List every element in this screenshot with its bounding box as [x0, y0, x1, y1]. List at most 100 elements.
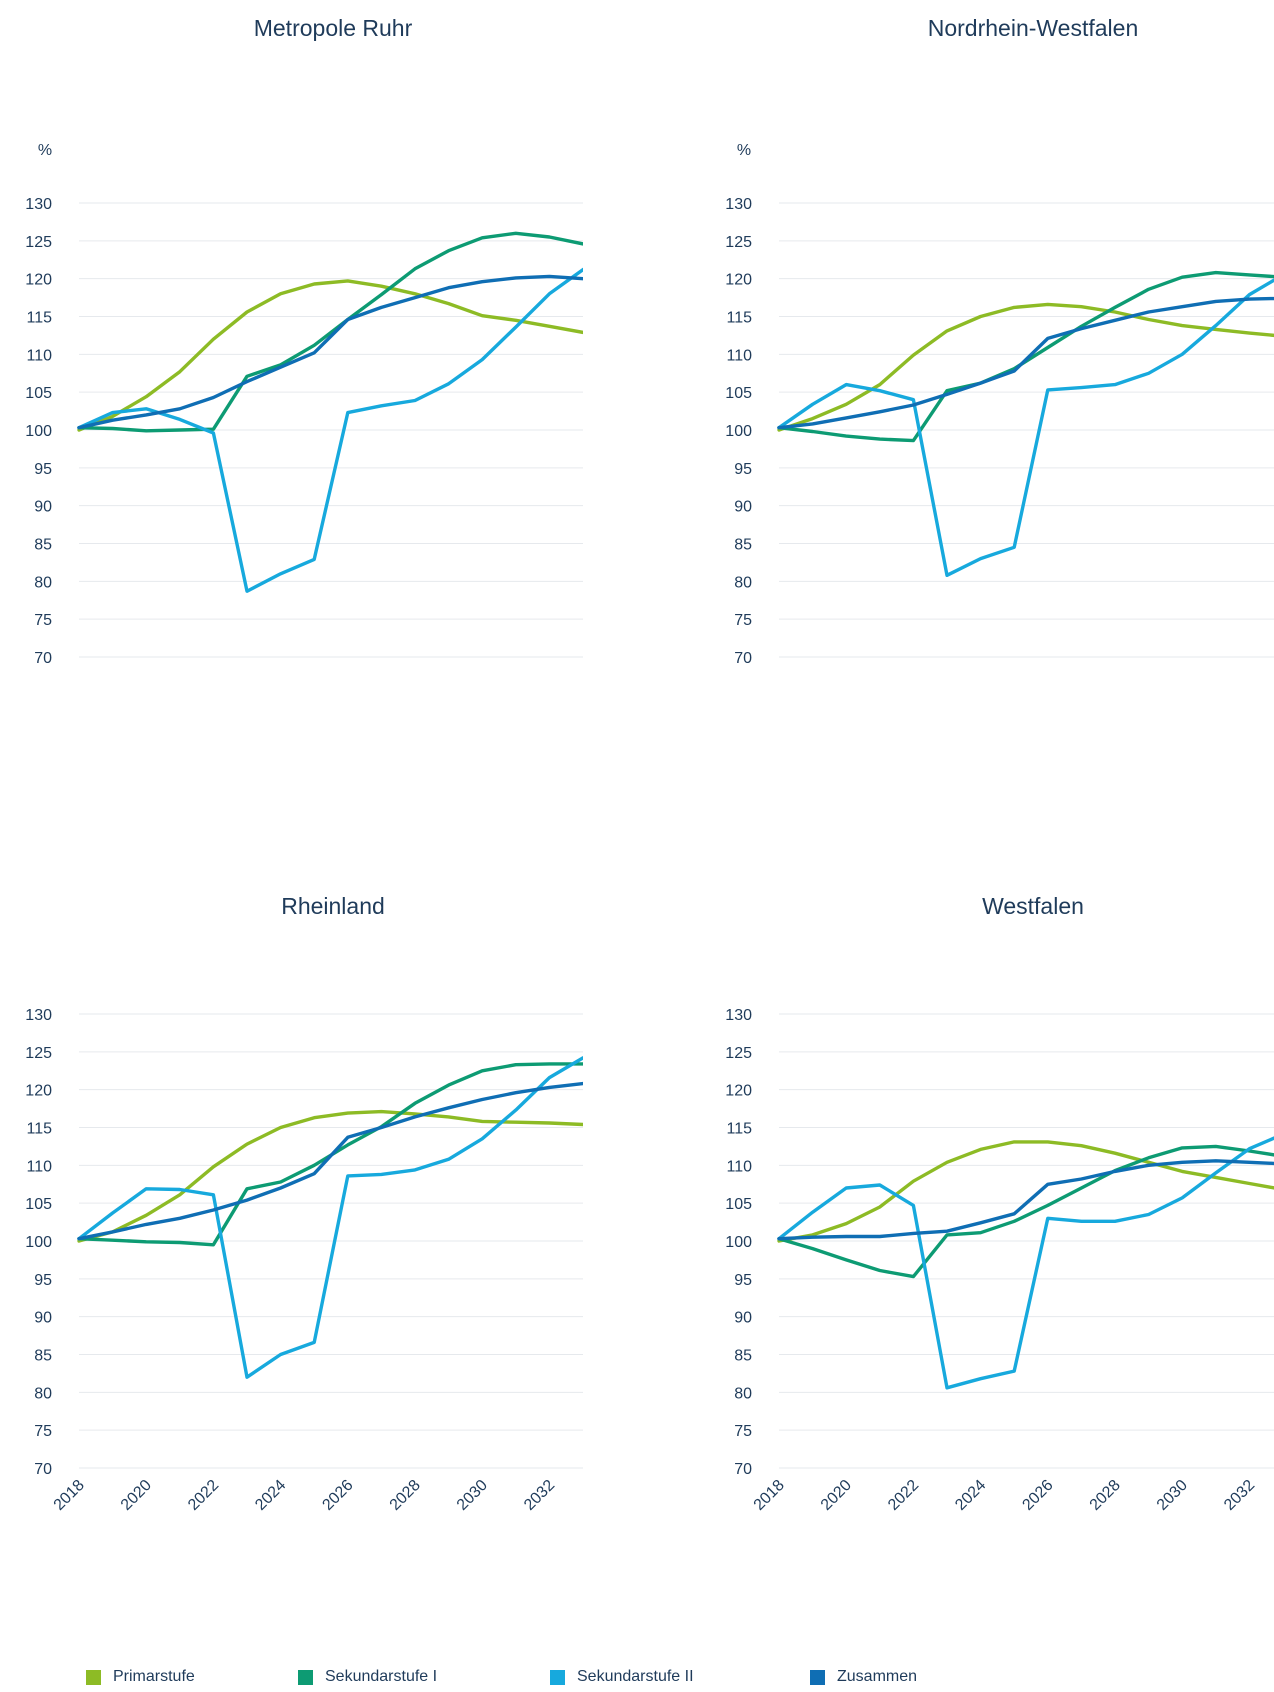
- panel-nordrhein-westfalen-series-zusammen: [777, 296, 1274, 430]
- panel-rheinland-y-tick-90: 90: [34, 1310, 52, 1327]
- panel-metropole-ruhr-y-tick-70: 70: [34, 650, 52, 667]
- panel-rheinland-y-tick-100: 100: [25, 1234, 52, 1251]
- legend-swatch-primarstufe: [86, 1669, 101, 1685]
- legend-swatch-zusammen: [810, 1669, 825, 1685]
- panel-rheinland-series-primarstufe: [77, 1109, 583, 1243]
- panel-rheinland-x-tick-2028: 2028: [387, 1477, 424, 1514]
- panel-westfalen-y-tick-90: 90: [734, 1310, 752, 1327]
- panel-westfalen-x-tick-2032: 2032: [1221, 1477, 1258, 1514]
- panel-rheinland-title: Rheinland: [281, 893, 385, 919]
- panel-nordrhein-westfalen-y-tick-105: 105: [725, 385, 752, 402]
- panel-westfalen-series-sekundarstufe-i: [777, 1144, 1274, 1279]
- panel-metropole-ruhr-series-sekundarstufe-i: [77, 231, 583, 433]
- panel-westfalen-title: Westfalen: [982, 893, 1084, 919]
- panel-westfalen-y-tick-130: 130: [725, 1007, 752, 1024]
- panel-rheinland-x-tick-2030: 2030: [454, 1477, 491, 1514]
- panel-rheinland: Rheinland 70 75 80 85 90 95 100 105 110 115 120 125 1…: [25, 893, 583, 1514]
- panel-westfalen-y-tick-110: 110: [726, 1158, 752, 1175]
- panel-westfalen-x-tick-2030: 2030: [1154, 1477, 1191, 1514]
- panel-nordrhein-westfalen-y-tick-120: 120: [725, 272, 752, 289]
- panel-westfalen-y-tick-115: 115: [726, 1121, 752, 1138]
- panel-nordrhein-westfalen-y-tick-70: 70: [734, 650, 752, 667]
- legend-swatch-sekundarstufe-i: [298, 1669, 313, 1685]
- panel-metropole-ruhr-series-sekundarstufe-ii: [77, 267, 583, 593]
- panel-westfalen-y-tick-80: 80: [734, 1385, 752, 1402]
- legend-item-sekundarstufe-i: Sekundarstufe I: [298, 1666, 437, 1688]
- panel-metropole-ruhr-y-tick-90: 90: [34, 499, 52, 516]
- panel-westfalen: Westfalen 70 75 80 85 90 95 100 105 110 115 120 125 1…: [725, 893, 1274, 1514]
- panel-rheinland-y-tick-105: 105: [25, 1196, 52, 1213]
- panel-metropole-ruhr-series-primarstufe: [77, 279, 583, 432]
- panel-metropole-ruhr-y-tick-100: 100: [25, 423, 52, 440]
- panel-westfalen-series-sekundarstufe-ii: [777, 1136, 1274, 1390]
- panel-metropole-ruhr-y-tick-80: 80: [34, 574, 52, 591]
- panel-westfalen-y-tick-100: 100: [725, 1234, 752, 1251]
- panel-rheinland-series-sekundarstufe-ii: [77, 1056, 583, 1379]
- panel-nordrhein-westfalen-y-tick-130: 130: [725, 196, 752, 213]
- legend-item-sekundarstufe-ii: Sekundarstufe II: [550, 1666, 694, 1688]
- panel-westfalen-y-tick-105: 105: [725, 1196, 752, 1213]
- panel-metropole-ruhr-y-tick-120: 120: [25, 272, 52, 289]
- panel-rheinland-x-tick-2020: 2020: [118, 1477, 155, 1514]
- legend-label-sekundarstufe-i: Sekundarstufe I: [325, 1668, 438, 1685]
- panel-nordrhein-westfalen-y-tick-90: 90: [734, 499, 752, 516]
- panel-rheinland-y-tick-70: 70: [34, 1461, 52, 1478]
- panel-rheinland-x-tick-2024: 2024: [252, 1477, 289, 1514]
- legend-swatch-sekundarstufe-ii: [550, 1669, 565, 1685]
- panel-metropole-ruhr-y-tick-115: 115: [26, 310, 52, 327]
- panel-westfalen-x-tick-2024: 2024: [952, 1477, 989, 1514]
- legend-label-zusammen: Zusammen: [837, 1668, 918, 1685]
- panel-nordrhein-westfalen-y-tick-125: 125: [725, 234, 752, 251]
- panel-nordrhein-westfalen-y-tick-95: 95: [734, 461, 752, 478]
- panel-westfalen-x-tick-2020: 2020: [818, 1477, 855, 1514]
- panel-rheinland-x-tick-2032: 2032: [521, 1477, 558, 1514]
- panel-rheinland-y-tick-130: 130: [25, 1007, 52, 1024]
- panel-metropole-ruhr-series-zusammen: [77, 274, 583, 430]
- panel-nordrhein-westfalen-title: Nordrhein-Westfalen: [928, 15, 1139, 41]
- panel-westfalen-x-tick-2028: 2028: [1087, 1477, 1124, 1514]
- panel-nordrhein-westfalen-unit-label: %: [737, 142, 751, 159]
- panel-westfalen-series-zusammen: [777, 1159, 1274, 1241]
- legend-item-primarstufe: Primarstufe: [86, 1666, 195, 1688]
- panel-westfalen-y-tick-75: 75: [734, 1423, 752, 1440]
- panel-metropole-ruhr-y-tick-110: 110: [26, 347, 52, 364]
- panel-rheinland-y-tick-75: 75: [34, 1423, 52, 1440]
- panel-rheinland-y-tick-85: 85: [34, 1348, 52, 1365]
- panel-westfalen-x-tick-2026: 2026: [1019, 1477, 1056, 1514]
- panel-westfalen-x-tick-2022: 2022: [885, 1477, 922, 1514]
- panel-rheinland-x-tick-2026: 2026: [319, 1477, 356, 1514]
- panel-nordrhein-westfalen-series-sekundarstufe-ii: [777, 278, 1274, 577]
- panel-metropole-ruhr-unit-label: %: [38, 142, 52, 159]
- legend-label-sekundarstufe-ii: Sekundarstufe II: [577, 1668, 694, 1685]
- panel-metropole-ruhr-y-tick-125: 125: [25, 234, 52, 251]
- panel-rheinland-series-zusammen: [77, 1081, 583, 1241]
- panel-metropole-ruhr-y-tick-85: 85: [34, 537, 52, 554]
- panel-nordrhein-westfalen-y-tick-110: 110: [726, 347, 752, 364]
- panel-westfalen-x-tick-2018: 2018: [751, 1477, 788, 1514]
- panel-nordrhein-westfalen-y-tick-100: 100: [725, 423, 752, 440]
- legend-label-primarstufe: Primarstufe: [113, 1668, 195, 1685]
- panel-metropole-ruhr-title: Metropole Ruhr: [254, 15, 413, 41]
- legend-item-zusammen: Zusammen: [810, 1666, 917, 1688]
- panel-metropole-ruhr-y-tick-75: 75: [34, 612, 52, 629]
- panel-metropole-ruhr-y-tick-95: 95: [34, 461, 52, 478]
- panel-rheinland-y-tick-125: 125: [25, 1045, 52, 1062]
- panel-metropole-ruhr: Metropole Ruhr% 70 75 80 85 90 95 100 105 110 115 1…: [25, 15, 583, 667]
- panel-westfalen-y-tick-95: 95: [734, 1272, 752, 1289]
- panel-westfalen-series-primarstufe: [777, 1140, 1274, 1243]
- legend: Primarstufe Sekundarstufe I Sekundarstuf…: [86, 1666, 1186, 1688]
- panel-westfalen-y-tick-125: 125: [725, 1045, 752, 1062]
- panel-rheinland-x-tick-2018: 2018: [51, 1477, 88, 1514]
- panel-metropole-ruhr-y-tick-105: 105: [25, 385, 52, 402]
- panel-westfalen-y-tick-85: 85: [734, 1348, 752, 1365]
- panel-rheinland-y-tick-120: 120: [25, 1083, 52, 1100]
- panel-nordrhein-westfalen-series-sekundarstufe-i: [777, 270, 1274, 443]
- panel-nordrhein-westfalen-series-primarstufe: [777, 302, 1274, 432]
- panel-westfalen-y-tick-120: 120: [725, 1083, 752, 1100]
- panel-metropole-ruhr-y-tick-130: 130: [25, 196, 52, 213]
- panel-rheinland-y-tick-80: 80: [34, 1385, 52, 1402]
- panel-nordrhein-westfalen: Nordrhein-Westfalen% 70 75 80 85 90 95 100 105 11…: [725, 15, 1274, 667]
- panel-nordrhein-westfalen-y-tick-115: 115: [726, 310, 752, 327]
- panel-rheinland-y-tick-115: 115: [26, 1121, 52, 1138]
